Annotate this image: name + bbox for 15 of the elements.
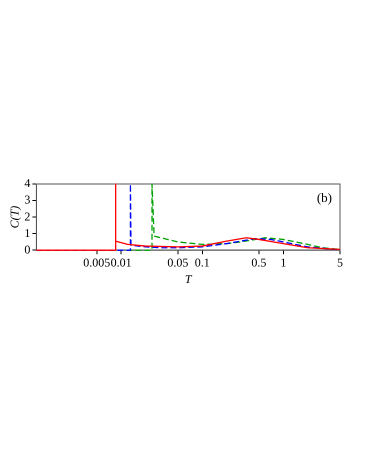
x-tick-label: 0.05 [167, 256, 188, 270]
y-tick-label: 1 [24, 226, 30, 240]
x-tick-label: 5 [337, 256, 343, 270]
x-tick-label: 0.1 [194, 256, 210, 270]
annotation: (b) [316, 190, 332, 205]
y-tick-label: 3 [24, 192, 30, 207]
y-tick-label: 0 [24, 242, 30, 256]
x-tick-label: 1 [280, 256, 286, 270]
y-tick-label: 4 [24, 176, 30, 190]
x-axis-title: T [184, 272, 193, 286]
x-tick-label: 0.005 [83, 256, 110, 270]
x-tick-label: 0.01 [110, 256, 132, 270]
y-axis-title: C(T) [7, 206, 22, 228]
y-tick-label: 2 [24, 209, 30, 224]
x-tick-label: 0.5 [251, 256, 266, 270]
